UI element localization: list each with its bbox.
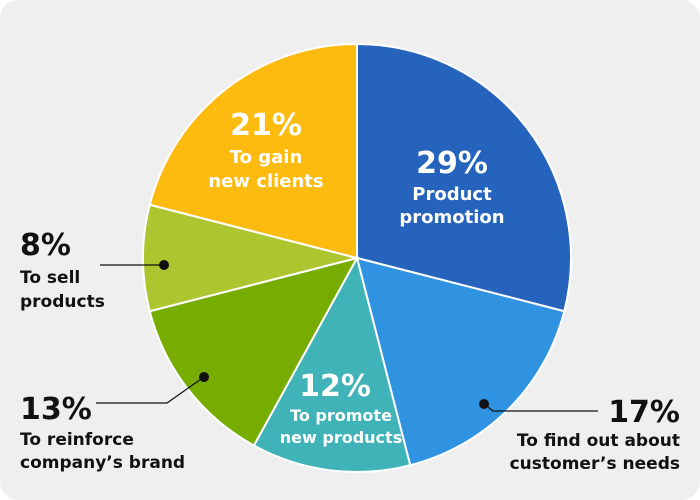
slice-label-sell-products-line2: products <box>20 292 105 312</box>
pct-label-sell-products: 8% <box>20 228 71 263</box>
pie-slice-to-find-out-about-customer-s-needs <box>355 256 566 467</box>
pie-slice-to-reinforce-company-s-brand <box>148 256 359 447</box>
slice-label-sell-products-line1: To sell <box>20 268 80 288</box>
leader-dot-customer-needs <box>479 399 489 409</box>
slice-label-product-promotion-line2: promotion <box>399 207 504 228</box>
leader-dot-to-sell-products <box>159 260 169 270</box>
slice-label-reinforce-brand-line2: company’s brand <box>20 453 185 473</box>
pie-slice-product-promotion <box>356 42 572 313</box>
pct-label-customer-needs: 17% <box>608 395 680 430</box>
pct-label-promote-new-products: 12% <box>299 369 371 404</box>
slice-label-gain-new-clients-line2: new clients <box>208 171 323 192</box>
slice-label-reinforce-brand-line1: To reinforce <box>20 430 134 450</box>
leader-dot-to-reinforce-brand <box>199 372 209 382</box>
slice-label-promote-new-products-line2: new products <box>280 428 402 447</box>
leader-line-to-reinforce-brand <box>96 376 205 404</box>
pie-slice-to-sell-products <box>142 203 358 313</box>
pie-slice-to-gain-new-clients <box>148 42 358 260</box>
pie-slice-to-promote-new-products <box>252 255 412 473</box>
slice-label-gain-new-clients-line1: To gain <box>230 147 303 168</box>
pct-label-gain-new-clients: 21% <box>230 108 302 143</box>
pie-slices <box>142 42 572 473</box>
slice-label-product-promotion-line1: Product <box>412 184 492 205</box>
slice-label-customer-needs-line1: To find out about <box>517 431 680 451</box>
pct-label-reinforce-brand: 13% <box>20 392 92 427</box>
leader-lines <box>96 260 598 412</box>
slice-label-customer-needs-line2: customer’s needs <box>510 454 680 474</box>
slice-label-promote-new-products-line1: To promote <box>290 406 392 425</box>
pct-label-product-promotion: 29% <box>416 146 488 181</box>
